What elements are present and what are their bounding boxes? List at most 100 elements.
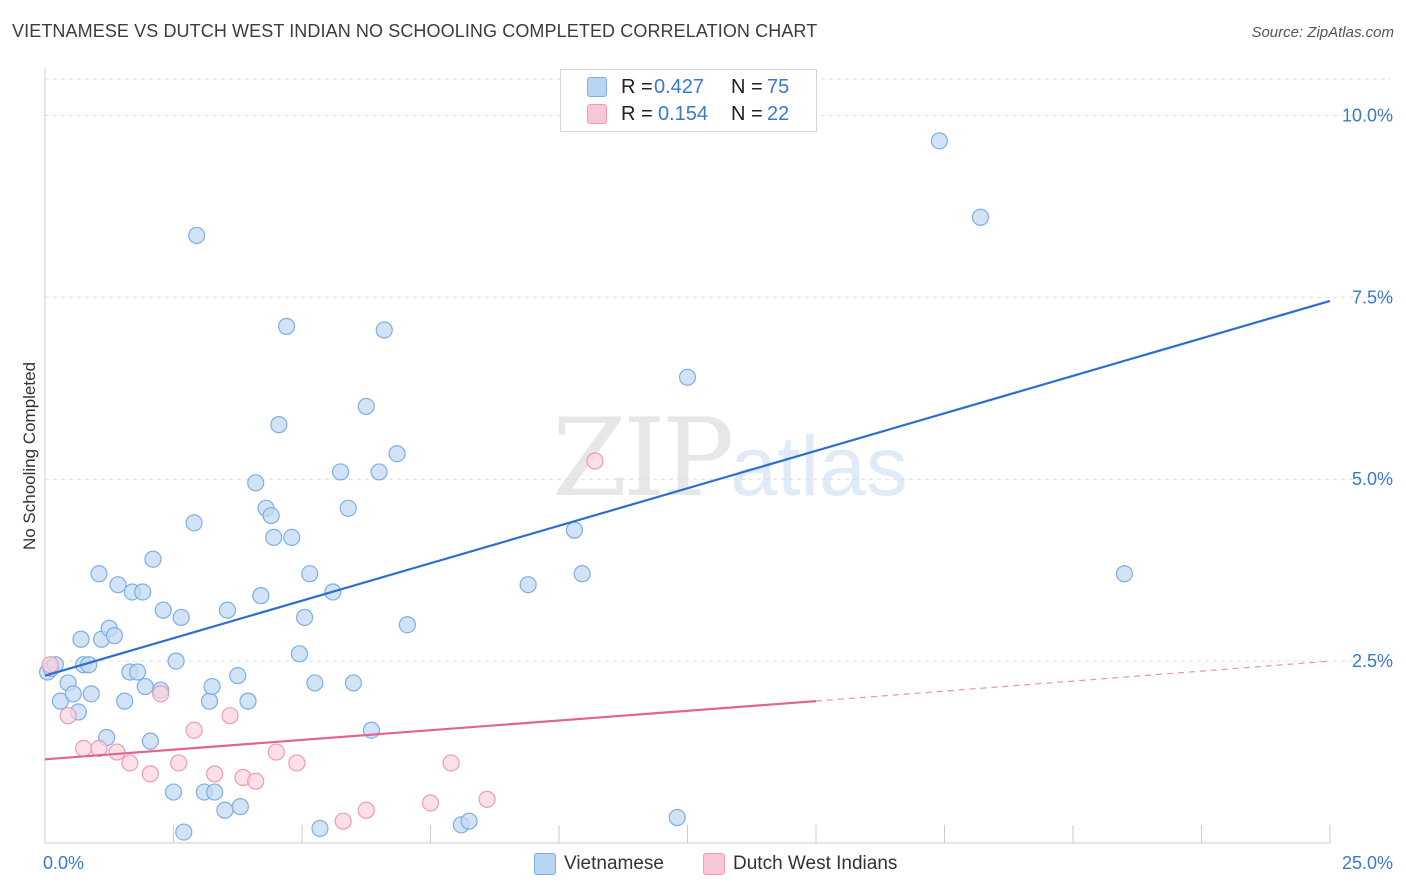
vietnamese-point (90, 565, 108, 583)
legend-n-value: 22 (767, 103, 790, 125)
dutch-west-indians-point (357, 801, 375, 819)
vietnamese-point (216, 801, 234, 819)
vietnamese-point (971, 208, 990, 226)
vietnamese-point (239, 692, 257, 710)
vietnamese-point (262, 506, 280, 525)
vietnamese-point (109, 576, 127, 594)
dutch-west-indians-point (421, 794, 440, 812)
dutch-west-indians-point (121, 754, 139, 772)
vietnamese-point (252, 587, 270, 605)
dutch-west-indians-point (59, 707, 77, 725)
legend-swatch-blue (587, 77, 607, 97)
y-tick-label: 5.0% (1352, 469, 1393, 489)
dutch-west-indians-point (185, 721, 203, 739)
vietnamese-point (344, 674, 362, 692)
legend-box: R = 0.427 N = 75 R = 0.154 N = 22 (560, 69, 817, 132)
vietnamese-point (306, 674, 324, 692)
vietnamese-point (311, 819, 329, 838)
legend-r-value: 0.154 (658, 103, 709, 125)
legend-n-label: N = (731, 76, 763, 98)
dutch-west-indians-point (170, 754, 188, 772)
dutch-west-indians-point (206, 765, 224, 783)
vietnamese-point (460, 812, 478, 830)
vietnamese-point (116, 692, 134, 710)
dutch-west-indians-point (586, 452, 604, 470)
y-tick-label: 2.5% (1352, 651, 1393, 671)
dutch-west-indians-point (141, 765, 159, 783)
vietnamese-trend-line (44, 299, 1331, 677)
dutch-west-indians-point (90, 739, 108, 758)
vietnamese-point (164, 783, 183, 801)
dutch-west-indians-point (152, 685, 170, 703)
legend-n-label: N = (731, 103, 763, 125)
x-tick-label: 0.0% (43, 853, 84, 873)
dutch-west-indians-point (442, 754, 460, 772)
y-tick-label: 10.0% (1342, 105, 1393, 125)
vietnamese-point (930, 132, 948, 150)
vietnamese-point (64, 685, 82, 703)
vietnamese-point (573, 565, 591, 583)
bottom-legend-swatch-pink (703, 853, 725, 875)
dutch-west-indians-trend-line (44, 700, 817, 761)
vietnamese-point (51, 692, 70, 710)
dutch-west-indians-point (74, 739, 93, 758)
vietnamese-point (277, 317, 296, 335)
vietnamese-point (295, 608, 314, 627)
vietnamese-point (565, 521, 584, 539)
vietnamese-point (175, 823, 193, 841)
vietnamese-point (388, 445, 406, 463)
dutch-west-indians-point (478, 790, 496, 808)
source-credit: Source: ZipAtlas.com (1251, 24, 1394, 41)
dutch-west-indians-point (221, 707, 239, 725)
vietnamese-point (231, 798, 249, 816)
dutch-west-indians-point (247, 772, 265, 790)
vietnamese-point (331, 463, 350, 481)
y-tick-label: 7.5% (1352, 287, 1393, 307)
vietnamese-point (229, 667, 247, 685)
vietnamese-point (283, 528, 301, 547)
vietnamese-point (172, 608, 190, 627)
dutch-west-indians-point (334, 812, 352, 830)
vietnamese-point (128, 663, 147, 681)
legend-swatch-pink (587, 104, 607, 124)
legend-n-value: 75 (767, 76, 790, 98)
vietnamese-point (188, 226, 206, 245)
vietnamese-point (519, 576, 537, 594)
vietnamese-point (398, 616, 416, 634)
vietnamese-point (136, 677, 154, 696)
dutch-west-indians-trend-extension (815, 660, 1331, 702)
vietnamese-point (357, 397, 375, 416)
dutch-west-indians-point (108, 743, 126, 761)
vietnamese-point (370, 463, 388, 481)
vietnamese-point (185, 514, 203, 532)
vietnamese-point (301, 565, 319, 583)
dutch-west-indians-point (288, 754, 306, 772)
vietnamese-point (200, 692, 219, 710)
vietnamese-point (339, 499, 357, 517)
chart-title: VIETNAMESE VS DUTCH WEST INDIAN NO SCHOO… (12, 21, 818, 41)
dutch-west-indians-point (41, 656, 59, 674)
legend-r-value: 0.427 (654, 76, 705, 98)
y-axis-label: No Schooling Completed (20, 361, 39, 551)
bottom-legend-swatch-blue (534, 853, 556, 875)
vietnamese-point (375, 321, 393, 339)
x-tick-label: 25.0% (1342, 853, 1393, 873)
vietnamese-point (265, 528, 283, 547)
vietnamese-point (167, 652, 185, 670)
vietnamese-point (678, 368, 697, 386)
bottom-legend-label: Vietnamese (564, 853, 664, 874)
vietnamese-point (72, 630, 90, 648)
vietnamese-point (154, 601, 172, 619)
vietnamese-point (144, 550, 162, 568)
vietnamese-point (141, 732, 159, 750)
vietnamese-point (203, 677, 221, 696)
legend-r-label: R = (621, 103, 653, 125)
vietnamese-point (105, 627, 123, 645)
bottom-legend-label: Dutch West Indians (733, 853, 898, 874)
vietnamese-point (668, 808, 686, 827)
vietnamese-point (290, 645, 309, 663)
vietnamese-point (206, 783, 224, 801)
vietnamese-point (1115, 565, 1134, 583)
dutch-west-indians-point (267, 743, 285, 761)
